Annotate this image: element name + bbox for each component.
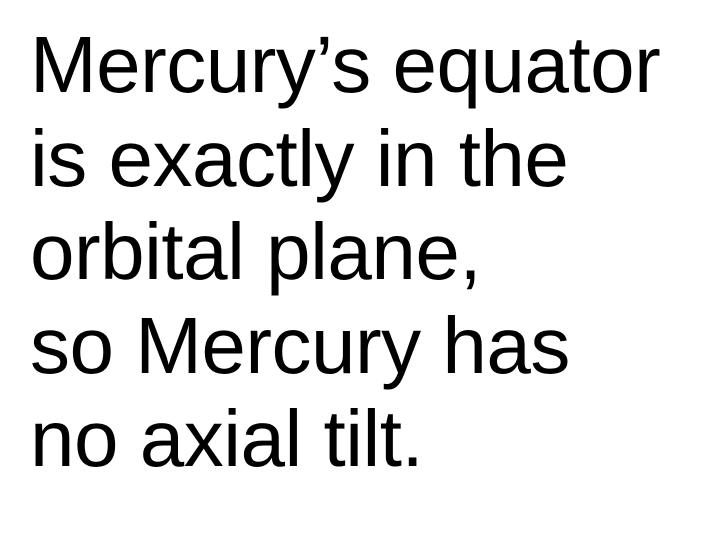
text-line-2: is exactly in the bbox=[30, 114, 568, 203]
text-line-4: so Mercury has bbox=[30, 301, 570, 390]
body-text: Mercury’s equator is exactly in the orbi… bbox=[30, 18, 660, 486]
text-line-3: orbital plane, bbox=[30, 207, 481, 296]
text-line-5: no axial tilt. bbox=[30, 394, 423, 483]
slide-container: Mercury’s equator is exactly in the orbi… bbox=[0, 0, 720, 540]
text-line-1: Mercury’s equator bbox=[30, 20, 660, 109]
